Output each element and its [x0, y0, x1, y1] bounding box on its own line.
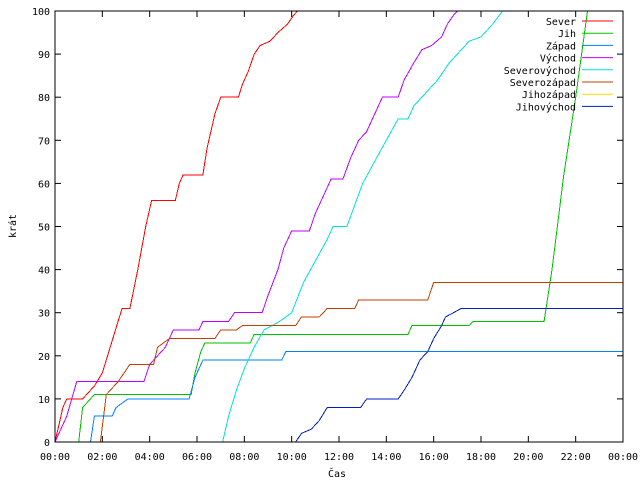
- tick-layer: 0 10 20 30 40 50 60 70 80 90 100 00:00 02:00 04:00 06:…: [32, 7, 638, 463]
- x-tick-label: 20:00: [513, 452, 543, 463]
- x-tick-label: 12:00: [324, 452, 354, 463]
- x-tick-label: 00:00: [40, 452, 70, 463]
- x-tick-label: 22:00: [561, 452, 591, 463]
- x-tick-label: 06:00: [182, 452, 212, 463]
- legend-label-jihovychod: Jihovýchod: [516, 101, 576, 113]
- series-line-jihovychod: [55, 307, 623, 443]
- series-layer: [54, 10, 624, 443]
- y-tick-label: 50: [38, 223, 50, 234]
- y-tick-label: 80: [38, 93, 50, 104]
- y-tick-label: 30: [38, 309, 50, 320]
- series-line-jih: [55, 10, 588, 443]
- legend-label-severovychod: Severovýchod: [504, 65, 576, 77]
- series-line-severozapad: [55, 273, 624, 443]
- x-tick-label: 10:00: [277, 452, 307, 463]
- legend-label-sever: Sever: [546, 17, 576, 28]
- y-tick-label: 10: [38, 395, 50, 406]
- y-tick-label: 90: [38, 50, 50, 61]
- series-line-severovychod: [55, 10, 504, 443]
- x-axis-label: Čas: [328, 467, 346, 480]
- legend-label-jihozapad: Jihozápad: [522, 89, 576, 101]
- x-tick-label: 16:00: [419, 452, 449, 463]
- legend-label-zapad: Západ: [546, 40, 576, 52]
- y-tick-label: 70: [38, 136, 50, 147]
- legend-label-severozapad: Severozápad: [510, 77, 576, 89]
- x-tick-label: 04:00: [135, 452, 165, 463]
- x-tick-label: 18:00: [466, 452, 496, 463]
- y-tick-label: 0: [44, 438, 50, 449]
- series-line-zapad: [55, 351, 623, 443]
- series-line-sever: [54, 10, 298, 443]
- legend-label-jih: Jih: [558, 29, 576, 40]
- legend: SeverJihZápadVýchodSeverovýchodSeverozáp…: [504, 17, 613, 113]
- y-tick-label: 100: [32, 7, 50, 18]
- y-tick-label: 20: [38, 352, 50, 363]
- y-axis-label: krát: [7, 214, 19, 238]
- y-tick-label: 40: [38, 266, 50, 277]
- x-tick-label: 08:00: [229, 452, 259, 463]
- x-tick-label: 00:00: [608, 452, 638, 463]
- y-tick-label: 60: [38, 179, 50, 190]
- legend-label-vychod: Východ: [540, 53, 576, 65]
- x-tick-label: 14:00: [371, 452, 401, 463]
- x-tick-label: 02:00: [87, 452, 117, 463]
- series-line-vychod: [54, 10, 458, 443]
